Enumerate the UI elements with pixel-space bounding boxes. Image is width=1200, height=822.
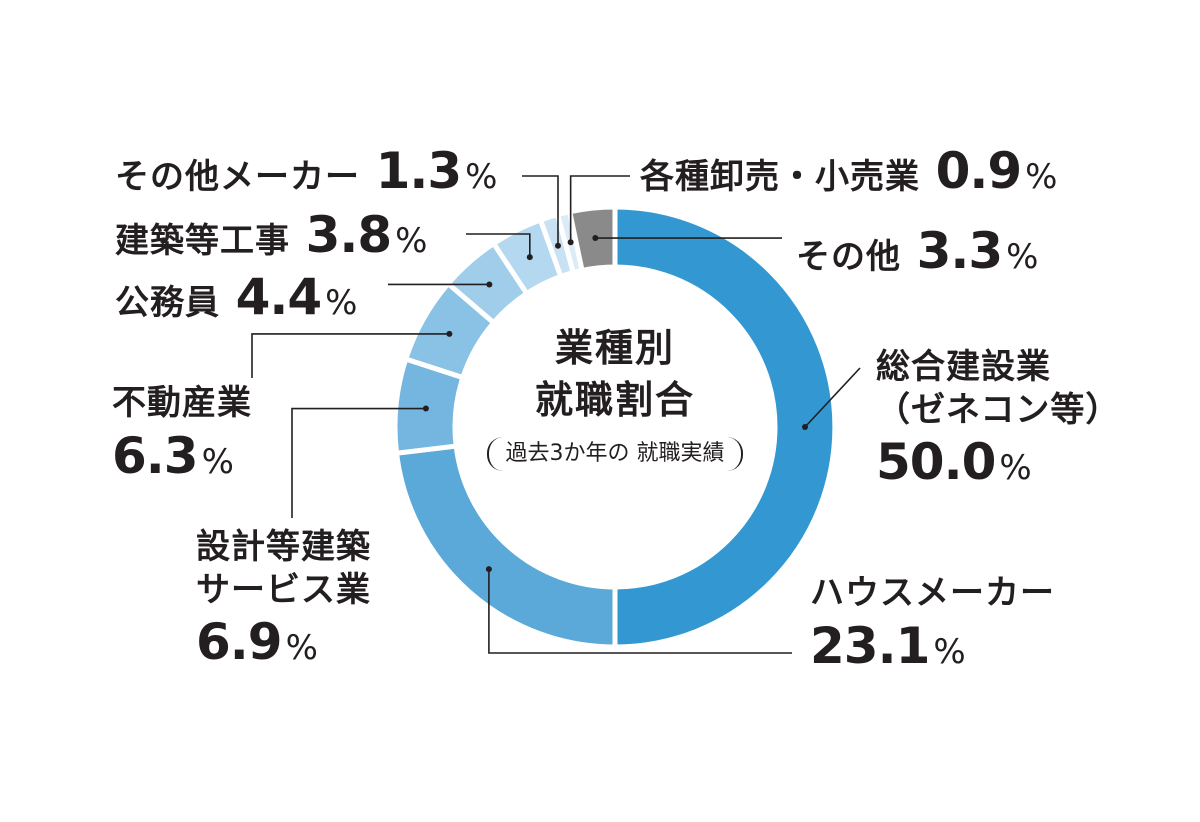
label-construction-work: 建築等工事 3.8%	[115, 206, 427, 264]
label-value: 3.3	[916, 222, 1004, 280]
label-general-construction: 総合建設業 （ゼネコン等） 50.0%	[876, 346, 1120, 494]
leader-line-wholesale-retail	[569, 175, 630, 243]
label-name-line: 設計等建築	[196, 527, 371, 567]
label-name: 各種卸売・小売業	[640, 157, 920, 197]
label-name-line: ハウスメーカー	[810, 573, 1055, 613]
label-value: 1.3	[375, 142, 463, 200]
label-other: その他 3.3%	[796, 222, 1038, 280]
chart-subtitle-line-1: 過去3か年の	[505, 440, 630, 466]
label-name-line: 不動産業	[112, 383, 252, 423]
percent-sign: %	[999, 448, 1032, 488]
leader-dot-real-estate	[446, 330, 453, 337]
label-value: 4.4	[235, 268, 323, 326]
label-value: 6.3	[112, 426, 199, 485]
slice-general-construction	[612, 204, 838, 650]
leader-dot-general-construction	[802, 424, 808, 430]
chart-subtitle: 過去3か年の 就職実績	[487, 436, 743, 471]
label-name-line: 総合建設業	[876, 347, 1051, 387]
leader-dot-design-services	[422, 405, 429, 412]
percent-sign: %	[1025, 157, 1058, 197]
label-design-services: 設計等建築 サービス業 6.9%	[196, 526, 371, 674]
leader-line-house-maker	[488, 569, 792, 654]
percent-sign: %	[285, 628, 318, 668]
leader-dot-other-maker	[554, 242, 561, 249]
leader-line-other-maker	[522, 175, 559, 246]
leader-line-design-services	[291, 407, 426, 518]
donut-slices	[392, 204, 838, 650]
label-value: 23.1	[810, 616, 930, 675]
leader-dot-public-servant	[486, 281, 493, 288]
label-public-servant: 公務員 4.4%	[115, 268, 357, 326]
leader-line-general-construction	[804, 367, 861, 428]
chart-title-line-2: 就職割合	[534, 378, 695, 423]
label-house-maker: ハウスメーカー 23.1%	[810, 572, 1055, 677]
label-wholesale-retail: 各種卸売・小売業 0.9%	[640, 142, 1057, 200]
percent-sign: %	[465, 157, 498, 197]
leader-dot-other	[592, 235, 599, 242]
label-value: 6.9	[196, 613, 283, 671]
label-other-maker: その他メーカー 1.3%	[115, 142, 497, 200]
percent-sign: %	[395, 221, 428, 261]
slice-other	[566, 204, 618, 274]
label-name: その他メーカー	[115, 157, 360, 197]
leader-dot-house-maker	[485, 566, 492, 573]
label-name-line: （ゼネコン等）	[876, 389, 1121, 430]
chart-center-title: 業種別 就職割合 過去3か年の 就職実績	[470, 322, 760, 471]
label-value: 3.8	[305, 206, 393, 264]
label-name-line: サービス業	[196, 569, 371, 610]
chart-subtitle-line-2: 就職実績	[636, 440, 725, 466]
percent-sign: %	[1006, 237, 1039, 277]
label-name: 公務員	[115, 283, 220, 323]
leader-dot-wholesale-retail	[567, 239, 574, 246]
label-name: 建築等工事	[115, 221, 290, 261]
chart-title-line-1: 業種別	[554, 326, 675, 370]
slice-house-maker	[393, 443, 618, 650]
label-real-estate: 不動産業 6.3%	[112, 382, 252, 487]
label-value: 50.0	[876, 433, 996, 491]
leader-line-real-estate	[251, 333, 450, 378]
percent-sign: %	[201, 441, 234, 482]
label-name: その他	[796, 237, 901, 277]
percent-sign: %	[933, 631, 966, 672]
leader-lines	[251, 175, 861, 654]
leader-line-construction-work	[466, 233, 531, 258]
leader-dot-construction-work	[526, 254, 533, 261]
percent-sign: %	[325, 283, 358, 323]
label-value: 0.9	[935, 142, 1023, 200]
